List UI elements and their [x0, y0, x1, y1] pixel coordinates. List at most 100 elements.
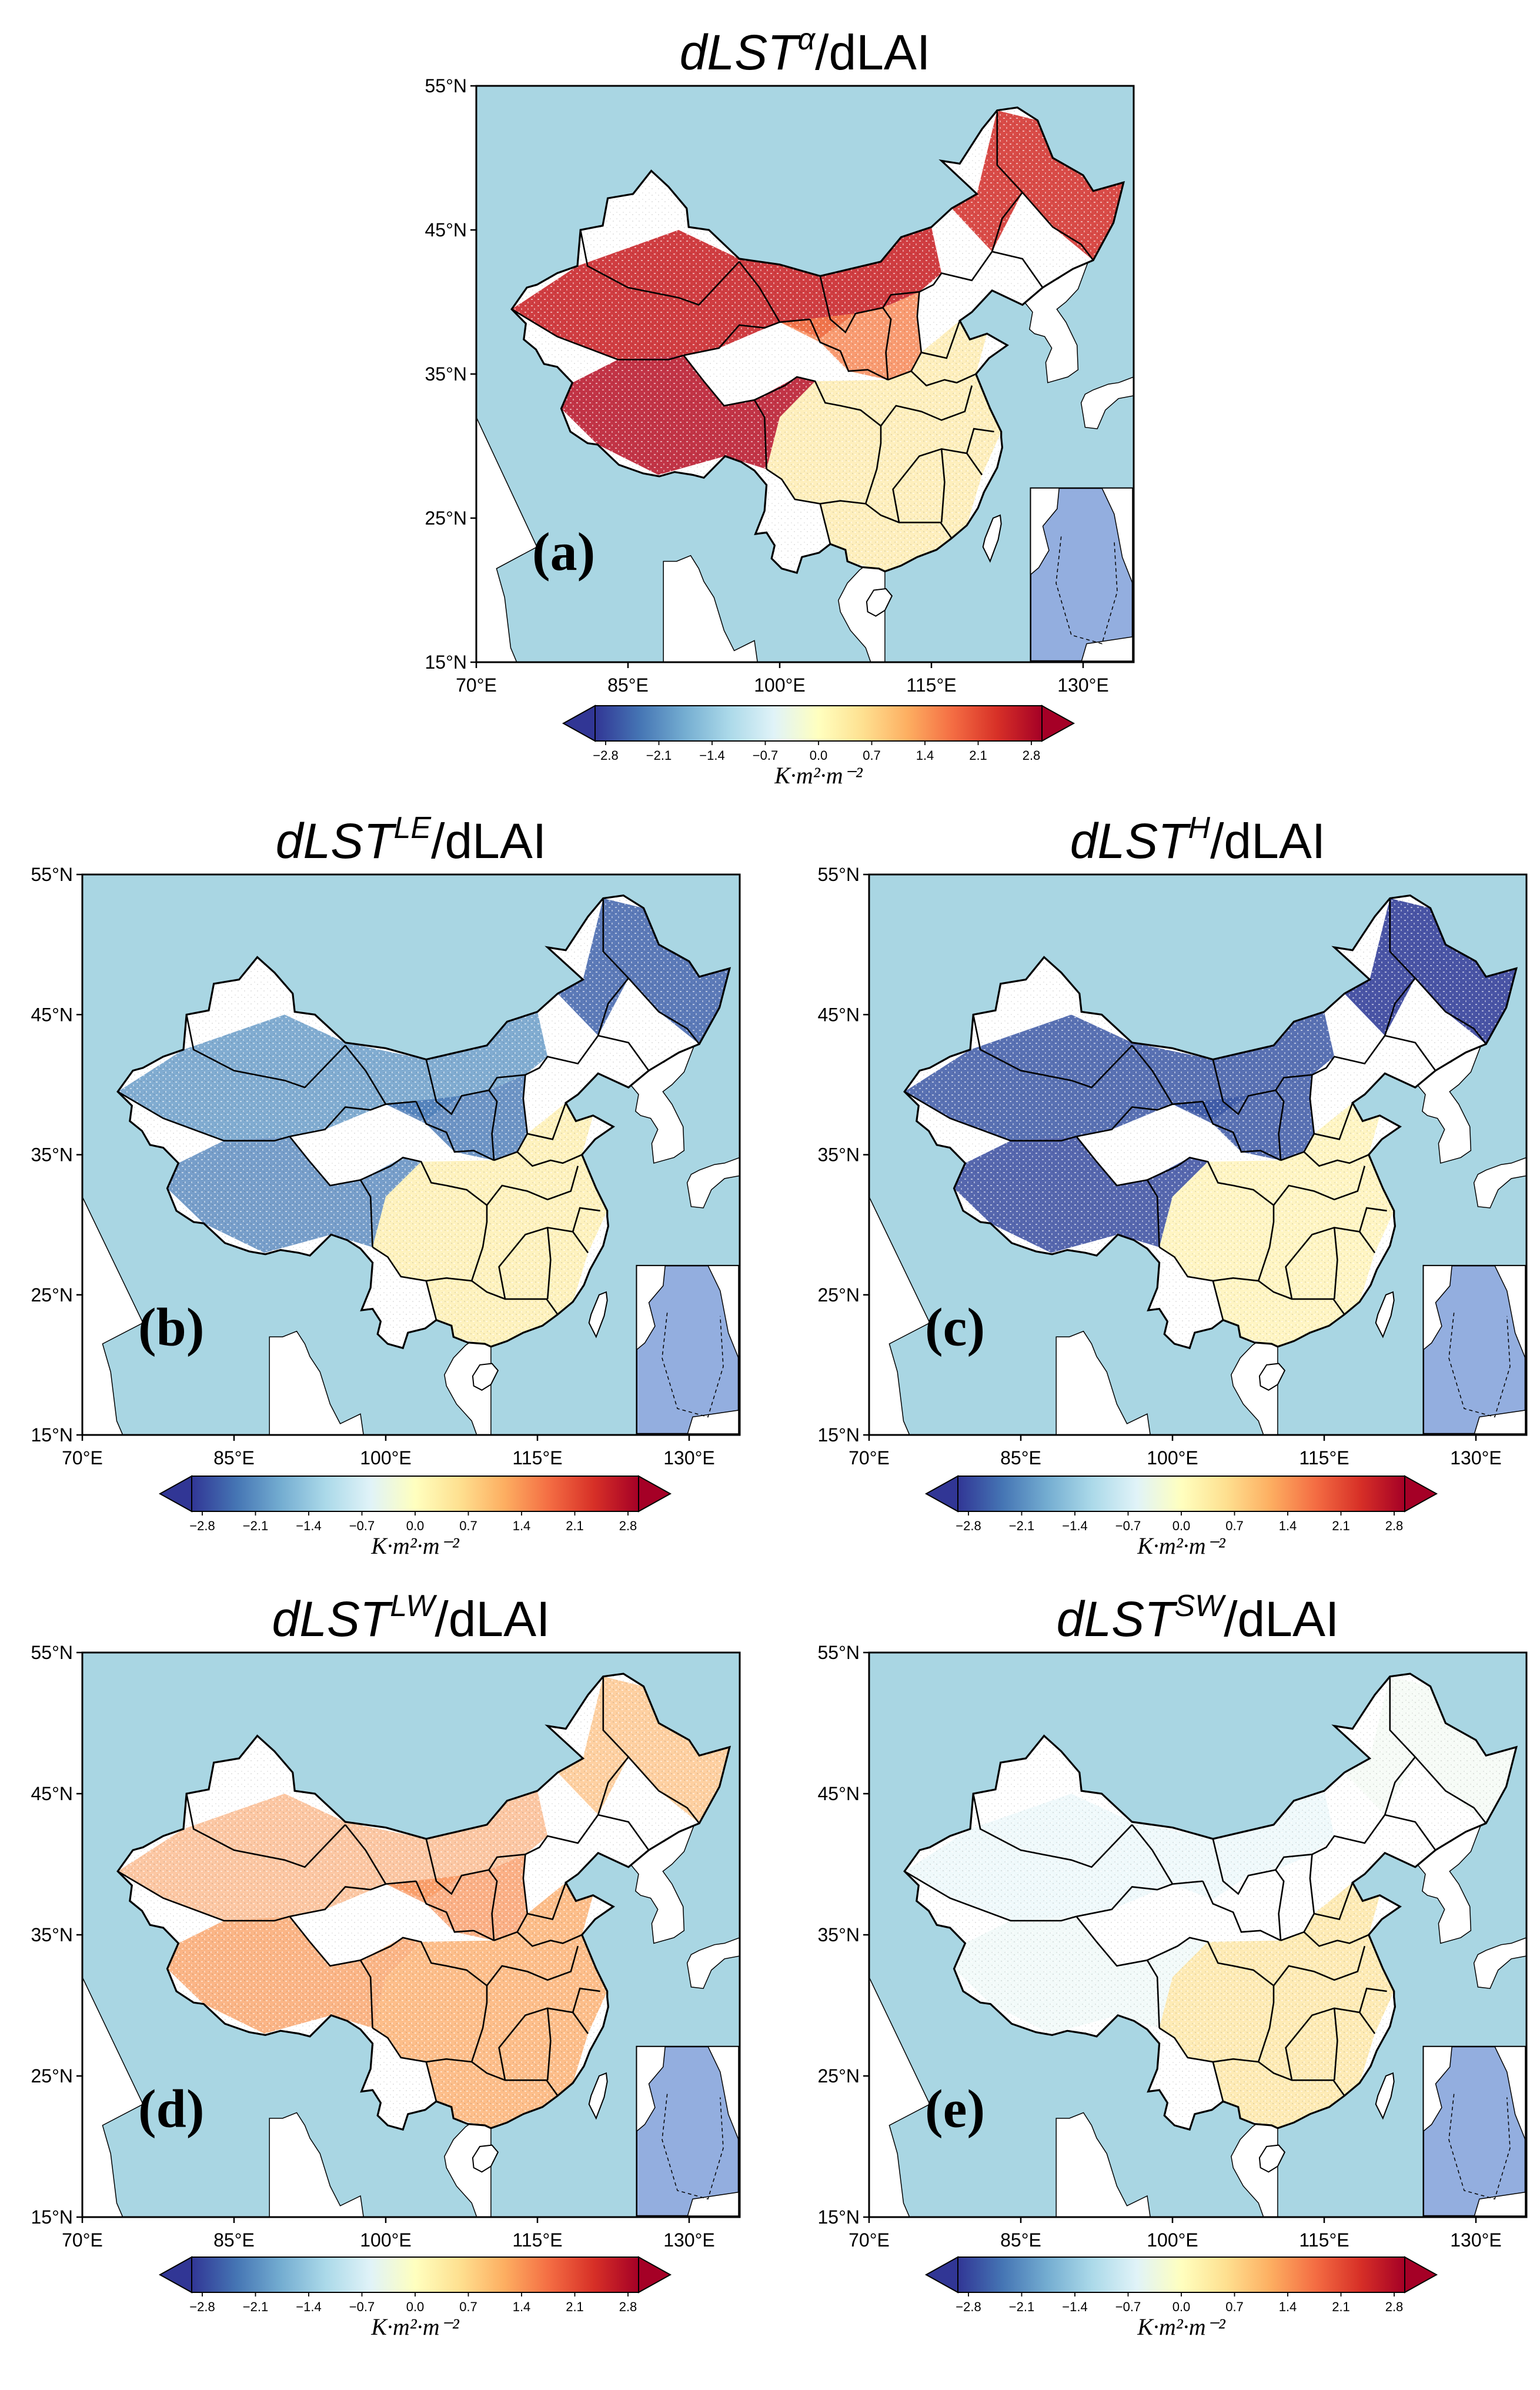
neighbor-land	[1473, 1157, 1526, 1209]
texture	[904, 1674, 1516, 2130]
province-boundary	[415, 1881, 495, 1941]
province-boundary	[117, 1091, 290, 1141]
colorbar-gradient	[191, 1476, 639, 1512]
colorbar-tick-label: −2.8	[956, 2299, 981, 2314]
province-boundary	[1075, 1915, 1160, 2028]
province-boundary	[1257, 1985, 1275, 2062]
island	[182, 2291, 200, 2344]
province-boundary	[1147, 1156, 1274, 1206]
province-boundary	[1314, 1102, 1354, 1140]
province-boundary	[627, 977, 700, 1045]
province-boundary	[910, 370, 977, 387]
value-field-d	[118, 1674, 730, 2130]
province-boundary	[471, 1280, 559, 1315]
province-boundary	[579, 229, 740, 306]
panel-e: 70°E 85°E 100°E 115°E 130°E 55°N 45°N 35°N 25°N 1…	[818, 1589, 1528, 2344]
province-boundary	[972, 1793, 1133, 1868]
y-tick-label: 55°N	[31, 864, 74, 885]
province-boundary	[1158, 2027, 1259, 2063]
texture	[118, 1674, 730, 2130]
x-tick-label: 85°E	[1000, 1447, 1041, 1468]
province-boundary	[1275, 1869, 1285, 1941]
value-field-b	[118, 895, 730, 1348]
x-tick-label: 85°E	[213, 2229, 255, 2251]
colorbar-tick-label: 0.0	[406, 2299, 425, 2314]
province-boundary	[372, 1246, 472, 1282]
province-boundary	[488, 1090, 498, 1161]
island	[1375, 1291, 1395, 1338]
x-tick-label: 130°E	[663, 1447, 715, 1468]
province-boundary	[572, 1207, 600, 1232]
neighbor-land	[1473, 1937, 1526, 1990]
panel-label-c: (c)	[925, 1297, 985, 1357]
island	[1258, 2144, 1286, 2173]
province-boundary	[498, 1227, 589, 1300]
province-boundary	[527, 1102, 567, 1140]
y-tick-label: 55°N	[818, 864, 860, 885]
province-boundary	[289, 1136, 373, 1247]
panel-title-e: dLSTSW/dLAI	[1057, 1589, 1339, 1647]
province-boundary	[1212, 898, 1417, 1116]
title-superscript: H	[1188, 811, 1211, 845]
title-superscript: LE	[394, 811, 432, 845]
colorbar-tick-label: 0.0	[1172, 1518, 1191, 1533]
neighbor-land	[82, 1653, 144, 2217]
map-area-a	[476, 86, 1134, 662]
y-tick-label: 45°N	[31, 1783, 74, 1804]
title-main: dLST	[272, 1591, 393, 1647]
colorbar-tick-label: 0.7	[459, 1518, 477, 1533]
x-tick-label: 70°E	[848, 1447, 890, 1468]
colorbar-tick-label: −0.7	[1115, 1518, 1141, 1533]
y-tick-label: 35°N	[31, 1144, 74, 1166]
y-tick-label: 15°N	[425, 652, 467, 673]
island	[472, 1363, 499, 1391]
colorbar-tick-label: −1.4	[1062, 1518, 1087, 1533]
province-boundary	[1285, 2007, 1376, 2081]
map-area-d	[82, 1653, 740, 2344]
province-boundary	[425, 1676, 630, 1895]
x-tick-label: 130°E	[1057, 675, 1109, 696]
island	[968, 2291, 987, 2344]
x-tick-label: 70°E	[62, 2229, 103, 2251]
province-boundary	[972, 1014, 1133, 1089]
province-boundary	[185, 1793, 346, 1868]
colorbar-tick-label: −2.8	[956, 1518, 981, 1533]
x-tick-label: 100°E	[1147, 1447, 1198, 1468]
province-boundary	[1358, 1207, 1387, 1232]
neighbor-land	[686, 1937, 740, 1990]
island	[866, 588, 893, 617]
colorbar-unit: K·m²·m⁻²	[370, 2314, 460, 2340]
colorbar-tick-label: 2.1	[566, 1518, 584, 1533]
title-suffix: /dLAI	[431, 813, 546, 869]
province-boundary	[1272, 1945, 1366, 1987]
y-tick-label: 15°N	[818, 1424, 860, 1446]
province-boundary	[471, 2061, 559, 2097]
panel-d: 70°E 85°E 100°E 115°E 130°E 55°N 45°N 35°N 25°N 1…	[31, 1589, 741, 2344]
province-boundary	[1212, 2061, 1224, 2102]
province-boundary	[345, 1824, 387, 1885]
x-tick-label: 85°E	[213, 1447, 255, 1468]
province-boundary	[372, 2027, 472, 2063]
colorbar-tick-label: 1.4	[1279, 2299, 1297, 2314]
title-main: dLST	[680, 25, 801, 80]
x-tick-label: 70°E	[62, 1447, 103, 1468]
title-superscript: LW	[390, 1589, 437, 1623]
island	[982, 514, 1002, 563]
colorbar-unit: K·m²·m⁻²	[1137, 2314, 1226, 2340]
y-tick-label: 45°N	[31, 1004, 74, 1025]
province-boundary	[498, 2007, 589, 2081]
panel-title-a: dLSTα/dLAI	[680, 22, 931, 80]
colorbar-tick-label: 0.7	[459, 2299, 477, 2314]
province-boundary	[425, 1280, 437, 1320]
colorbar-d: −2.8 −2.1 −1.4 −0.7 0.0 0.7 1.4 2.1 2.8 K·m²·m⁻²	[158, 2256, 672, 2340]
province-boundary	[864, 426, 882, 504]
neighbor-land	[869, 1653, 931, 2217]
colorbar-c: −2.8 −2.1 −1.4 −0.7 0.0 0.7 1.4 2.1 2.8 K·m²·m⁻²	[924, 1475, 1438, 1559]
colorbar-unit: K·m²·m⁻²	[1137, 1533, 1226, 1559]
province-boundary	[754, 376, 881, 427]
colorbar-tick-label: 1.4	[513, 2299, 531, 2314]
colorbar-gradient	[957, 1476, 1405, 1512]
province-boundary	[1131, 1824, 1174, 1885]
province-boundary	[1272, 1166, 1366, 1206]
